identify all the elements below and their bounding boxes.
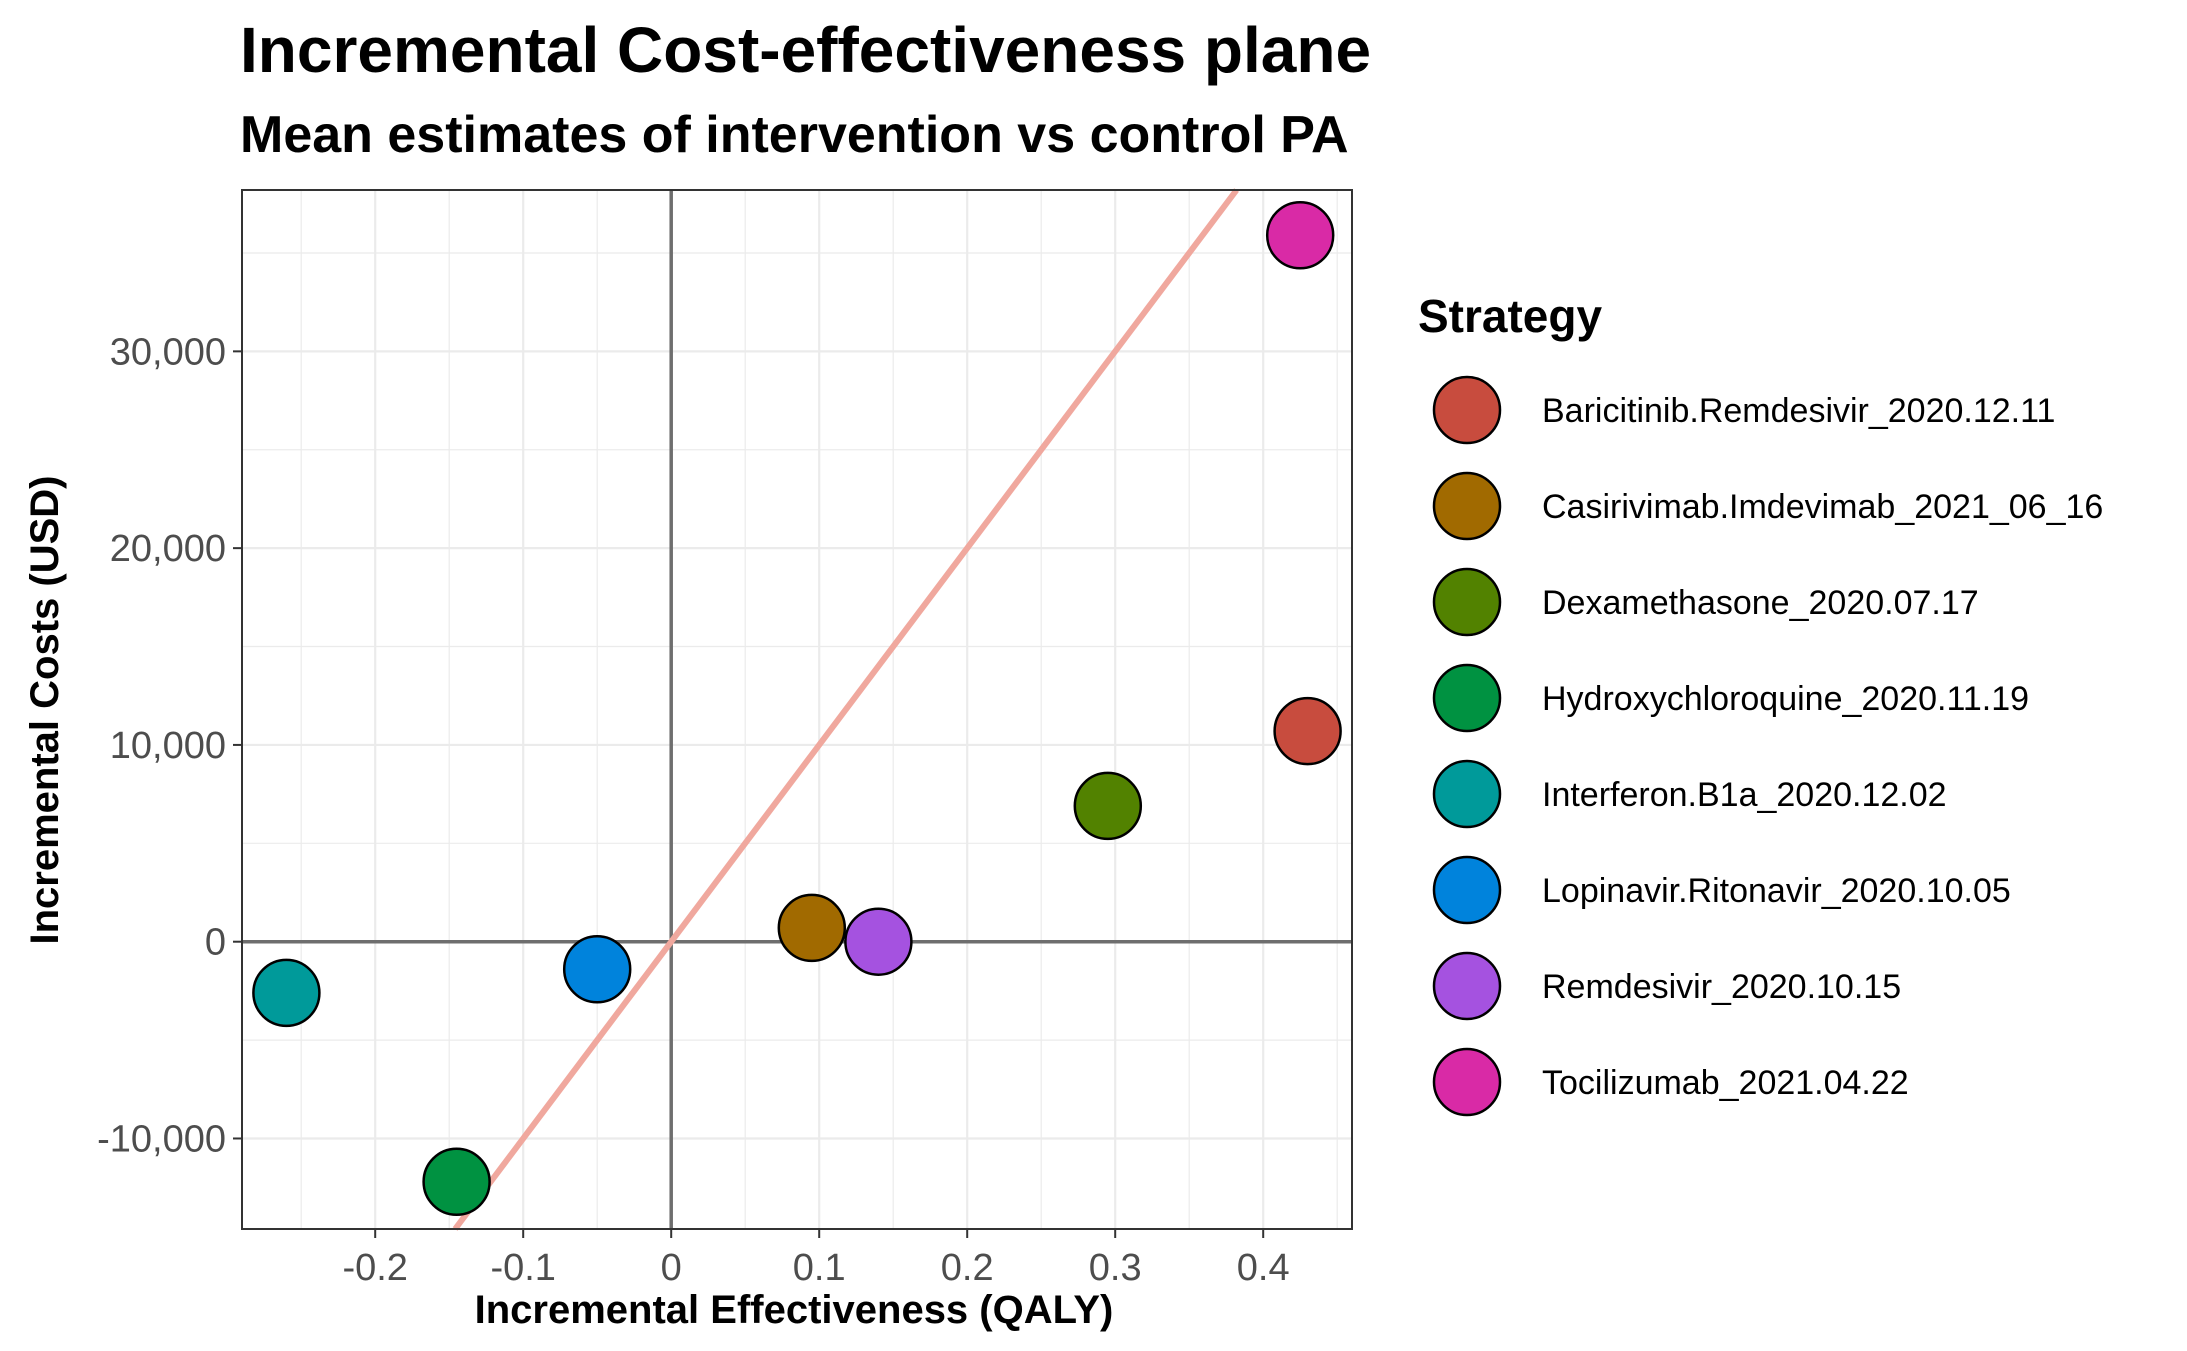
legend-key [1432,759,1502,829]
legend-title: Strategy [1418,290,1602,342]
y-axis-ticks: -10,000 0 10,000 20,000 30,000 [97,331,242,1160]
y-tick-label: 10,000 [110,725,226,767]
x-axis-ticks: -0.2 -0.1 0 0.1 0.2 0.3 0.4 [342,1229,1290,1289]
legend-item: Lopinavir.Ritonavir_2020.10.05 [1432,855,2011,925]
legend-item: Baricitinib.Remdesivir_2020.12.11 [1432,375,2055,445]
x-tick-label: 0.1 [793,1247,846,1289]
y-tick-label: 0 [205,922,226,964]
legend-key [1432,855,1502,925]
grid [242,190,1352,1229]
legend-key [1432,1047,1502,1117]
data-point [844,907,913,976]
threshold-line [452,188,1239,1231]
legend-item: Casirivimab.Imdevimab_2021_06_16 [1432,471,2103,541]
legend-label: Lopinavir.Ritonavir_2020.10.05 [1542,872,2011,910]
legend-label: Tocilizumab_2021.04.22 [1542,1064,1909,1102]
legend-key [1432,951,1502,1021]
legend-item: Interferon.B1a_2020.12.02 [1432,759,1947,829]
legend-label: Hydroxychloroquine_2020.11.19 [1542,680,2029,718]
y-tick-label: -10,000 [97,1118,226,1160]
legend-label: Dexamethasone_2020.07.17 [1542,584,1979,622]
legend-label: Baricitinib.Remdesivir_2020.12.11 [1542,392,2055,430]
data-point [252,958,321,1028]
legend: Strategy Baricitinib.Remdesivir_2020.12.… [1418,290,2103,1117]
legend-item: Dexamethasone_2020.07.17 [1432,567,1979,637]
data-points [252,201,1342,1217]
legend-key [1432,471,1502,541]
legend-item: Hydroxychloroquine_2020.11.19 [1432,663,2029,733]
legend-item: Tocilizumab_2021.04.22 [1432,1047,1909,1117]
x-tick-label: 0.3 [1089,1247,1142,1289]
y-tick-label: 30,000 [110,331,226,373]
x-axis-title: Incremental Effectiveness (QALY) [475,1288,1114,1332]
legend-key [1432,663,1502,733]
x-tick-label: -0.2 [342,1247,407,1289]
data-point [777,893,847,963]
legend-label: Remdesivir_2020.10.15 [1542,968,1901,1006]
data-point [1265,201,1335,270]
y-tick-label: 20,000 [110,528,226,570]
x-tick-label: 0 [661,1247,682,1289]
chart-title: Incremental Cost-effectiveness plane [240,14,1371,86]
legend-label: Casirivimab.Imdevimab_2021_06_16 [1542,488,2103,526]
legend-key [1432,567,1502,637]
x-tick-label: 0.4 [1237,1247,1290,1289]
legend-label: Interferon.B1a_2020.12.02 [1542,776,1947,814]
data-point [1073,771,1143,841]
data-point [1273,696,1342,766]
data-point [562,935,632,1004]
plot-panel-border [241,189,1353,1230]
reference-lines [242,190,1352,1229]
threshold-line-group [452,188,1239,1231]
x-tick-label: -0.1 [490,1247,555,1289]
legend-item: Remdesivir_2020.10.15 [1432,951,1901,1021]
x-tick-label: 0.2 [941,1247,994,1289]
chart-subtitle: Mean estimates of intervention vs contro… [240,106,1349,164]
y-axis-title: Incremental Costs (USD) [23,476,67,945]
legend-key [1432,375,1502,445]
data-point [422,1147,491,1217]
